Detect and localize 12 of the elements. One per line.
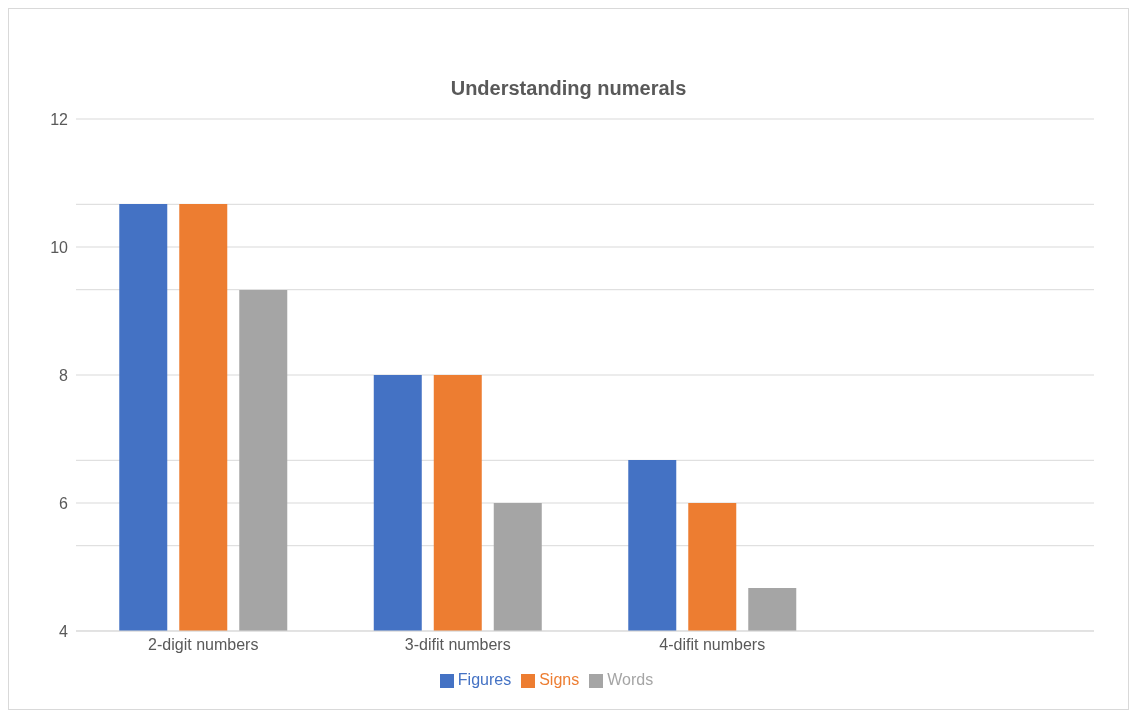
x-tick-label: 2-digit numbers bbox=[148, 636, 259, 654]
legend-label: Signs bbox=[539, 671, 580, 688]
chart-title: Understanding numerals bbox=[449, 77, 688, 100]
y-tick-label: 8 bbox=[59, 366, 69, 384]
y-tick-label: 10 bbox=[50, 238, 69, 256]
y-tick-label: 4 bbox=[59, 622, 69, 640]
legend-label: Figures bbox=[457, 671, 512, 688]
y-tick-label: 12 bbox=[50, 110, 69, 128]
y-tick-label: 6 bbox=[59, 494, 69, 512]
x-tick-label: 4-difit numbers bbox=[659, 636, 766, 654]
x-tick-label: 3-difit numbers bbox=[404, 636, 511, 654]
legend-label: Words bbox=[607, 671, 654, 688]
